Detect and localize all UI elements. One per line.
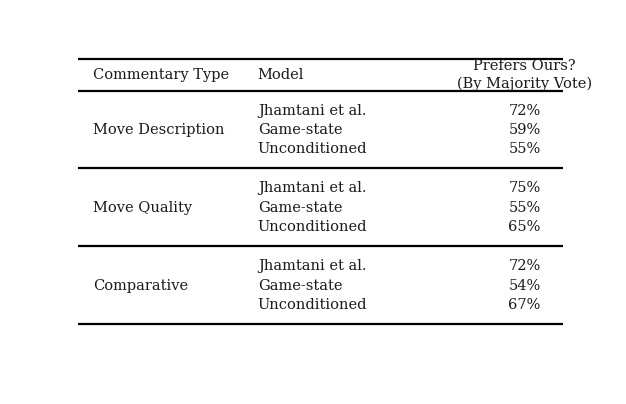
Text: Model: Model	[258, 68, 304, 82]
Text: Jhamtani et al.: Jhamtani et al.	[258, 259, 366, 273]
Text: Move Description: Move Description	[93, 123, 224, 137]
Text: Unconditioned: Unconditioned	[258, 298, 367, 312]
Text: (By Majority Vote): (By Majority Vote)	[457, 76, 592, 91]
Text: Game-state: Game-state	[258, 278, 342, 292]
Text: Move Quality: Move Quality	[93, 201, 192, 215]
Text: 55%: 55%	[508, 201, 541, 215]
Text: 54%: 54%	[508, 278, 541, 292]
Text: Jhamtani et al.: Jhamtani et al.	[258, 104, 366, 118]
Text: 59%: 59%	[508, 123, 541, 137]
Text: 67%: 67%	[508, 298, 541, 312]
Text: Comparative: Comparative	[93, 278, 188, 292]
Text: Unconditioned: Unconditioned	[258, 220, 367, 234]
Text: Jhamtani et al.: Jhamtani et al.	[258, 181, 366, 196]
Text: 65%: 65%	[508, 220, 541, 234]
Text: Prefers Ours?: Prefers Ours?	[473, 59, 576, 73]
Text: 75%: 75%	[508, 181, 541, 196]
Text: Commentary Type: Commentary Type	[93, 68, 229, 82]
Text: Game-state: Game-state	[258, 123, 342, 137]
Text: 55%: 55%	[508, 142, 541, 156]
Text: 72%: 72%	[508, 259, 541, 273]
Text: Game-state: Game-state	[258, 201, 342, 215]
Text: Unconditioned: Unconditioned	[258, 142, 367, 156]
Text: 72%: 72%	[508, 104, 541, 118]
